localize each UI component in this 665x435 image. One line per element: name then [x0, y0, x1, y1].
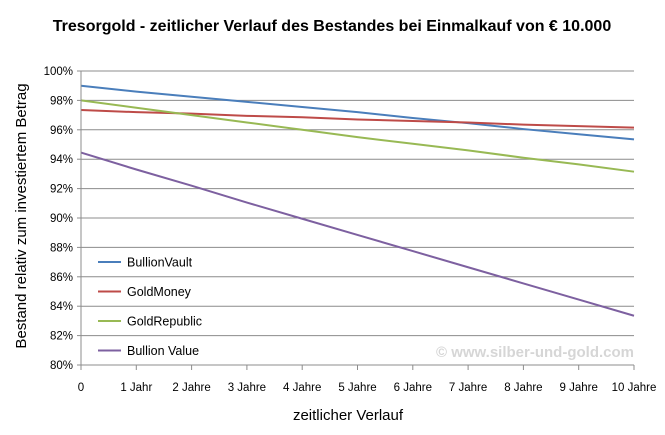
y-tick-label: 90% [50, 213, 73, 225]
y-tick-label: 100% [44, 66, 73, 78]
series-line-goldrepublic [80, 99, 635, 173]
x-tick-label: 1 Jahr [120, 382, 152, 394]
x-tick-label: 3 Jahre [228, 382, 266, 394]
legend-label-bullion-value: Bullion Value [127, 344, 199, 358]
y-tick-label: 80% [50, 360, 73, 372]
y-tick-label: 82% [50, 331, 73, 343]
x-tick-label: 8 Jahre [504, 382, 542, 394]
watermark: © www.silber-und-gold.com [436, 344, 634, 361]
chart-title: Tresorgold - zeitlicher Verlauf des Best… [53, 18, 612, 35]
x-tick-label: 9 Jahre [560, 382, 598, 394]
x-tick-label: 10 Jahre [612, 382, 657, 394]
y-axis-title: Bestand relativ zum investiertem Betrag [13, 83, 30, 348]
x-tick-label: 5 Jahre [338, 382, 376, 394]
x-tick-label: 6 Jahre [394, 382, 432, 394]
y-tick-label: 98% [50, 95, 73, 107]
x-tick-label: 0 [78, 382, 84, 394]
x-tick-label: 7 Jahre [449, 382, 487, 394]
x-tick-label: 4 Jahre [283, 382, 321, 394]
y-tick-label: 84% [50, 301, 73, 313]
legend-label-goldmoney: GoldMoney [127, 285, 192, 299]
y-tick-label: 94% [50, 154, 73, 166]
legend: BullionVault GoldMoney GoldRepublic Bullion… [98, 256, 202, 358]
y-tick-labels: 80% 82% 84% 86% 88% 90% 92% 94% 96% 98% 100% [44, 66, 73, 372]
series-line-bullion-value [80, 151, 635, 317]
x-axis-title: zeitlicher Verlauf [293, 407, 404, 424]
y-tick-label: 86% [50, 272, 73, 284]
y-tick-label: 96% [50, 125, 73, 137]
y-tick-label: 88% [50, 242, 73, 254]
x-tick-label: 2 Jahre [172, 382, 210, 394]
legend-label-goldrepublic: GoldRepublic [127, 315, 202, 329]
y-tick-label: 92% [50, 184, 73, 196]
series-lines [80, 84, 635, 317]
x-tick-labels: 0 1 Jahr 2 Jahre 3 Jahre 4 Jahre 5 Jahre 6 Jah… [78, 382, 657, 394]
legend-label-bullionvault: BullionVault [127, 256, 193, 270]
series-line-bullionvault [80, 84, 635, 141]
axes [80, 71, 635, 370]
